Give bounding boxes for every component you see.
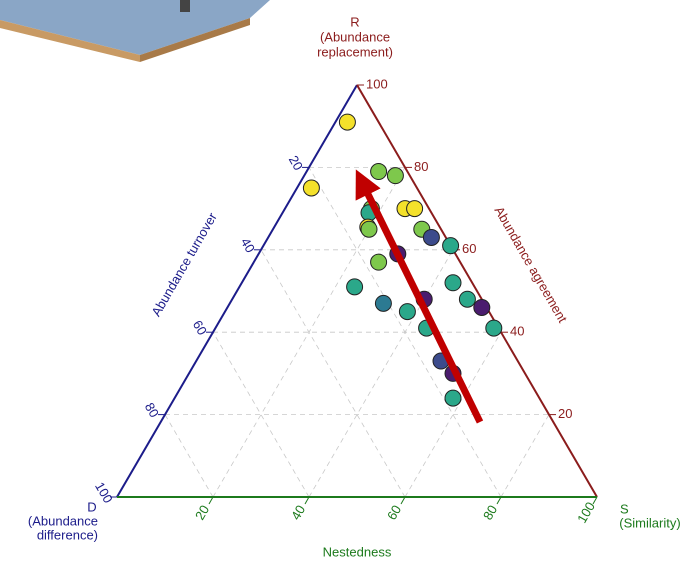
vertex-label-s: S bbox=[620, 501, 629, 516]
right-tick-label: 80 bbox=[414, 159, 428, 174]
vertex-label-r: replacement) bbox=[317, 44, 393, 59]
axis-title-bottom: Nestedness bbox=[323, 544, 392, 559]
point bbox=[458, 290, 476, 308]
point bbox=[444, 389, 462, 407]
point bbox=[473, 298, 491, 316]
axis-right bbox=[356, 84, 598, 498]
bottom-tick-label: 60 bbox=[384, 502, 404, 522]
grid-line bbox=[212, 331, 310, 498]
point bbox=[370, 163, 388, 181]
grid-line bbox=[260, 249, 406, 498]
grid-line bbox=[164, 414, 214, 498]
vertex-label-d: difference) bbox=[37, 527, 98, 542]
left-tick-label: 80 bbox=[142, 400, 162, 420]
grid-line bbox=[308, 249, 454, 498]
vertex-label-d: D bbox=[87, 499, 96, 514]
right-tick-label: 60 bbox=[462, 241, 476, 256]
point bbox=[442, 237, 460, 255]
point bbox=[485, 319, 503, 337]
point bbox=[406, 200, 424, 218]
point bbox=[444, 274, 462, 292]
vertex-label-s: (Similarity) bbox=[619, 515, 680, 530]
bottom-tick-label: 100 bbox=[574, 499, 598, 525]
point bbox=[370, 253, 388, 271]
left-tick-label: 60 bbox=[190, 318, 210, 338]
grid-line bbox=[404, 331, 502, 498]
point bbox=[338, 113, 356, 131]
point bbox=[346, 278, 364, 296]
axis-left bbox=[116, 84, 358, 498]
tick bbox=[592, 496, 598, 505]
left-tick-label: 40 bbox=[238, 235, 258, 255]
right-tick-label: 100 bbox=[366, 76, 388, 91]
bottom-tick-label: 20 bbox=[192, 502, 212, 522]
grid-line bbox=[500, 414, 550, 498]
vertex-label-d: (Abundance bbox=[28, 513, 98, 528]
trend-arrow bbox=[355, 169, 484, 424]
tick bbox=[208, 496, 214, 505]
vertex-label-r: R bbox=[350, 14, 359, 29]
bottom-tick-label: 80 bbox=[480, 502, 500, 522]
bottom-tick-label: 40 bbox=[288, 502, 308, 522]
vertex-label-r: (Abundance bbox=[320, 29, 390, 44]
point bbox=[386, 167, 404, 185]
point bbox=[360, 220, 378, 238]
tick bbox=[496, 496, 502, 505]
tick bbox=[400, 496, 406, 505]
point bbox=[422, 228, 440, 246]
tick bbox=[304, 496, 310, 505]
right-tick-label: 20 bbox=[558, 406, 572, 421]
left-tick-label: 20 bbox=[286, 153, 306, 173]
grid-line bbox=[308, 167, 502, 498]
point bbox=[302, 179, 320, 197]
corner-image bbox=[0, 0, 270, 62]
axis-title-right: Abundance agreement bbox=[492, 204, 571, 326]
right-tick-label: 40 bbox=[510, 324, 524, 339]
point bbox=[374, 294, 392, 312]
axis-title-left: Abundance turnover bbox=[148, 209, 220, 318]
point bbox=[398, 303, 416, 321]
